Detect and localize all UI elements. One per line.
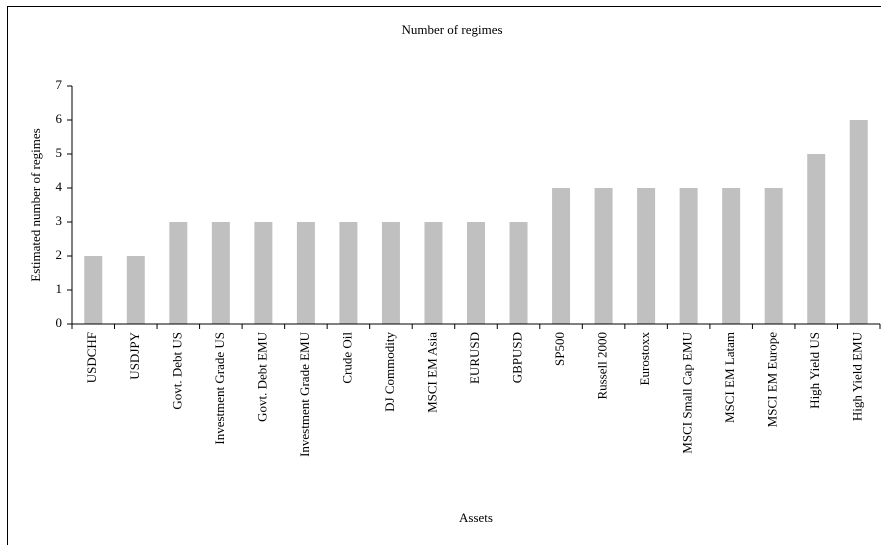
bar: [84, 256, 103, 324]
bar: [296, 222, 315, 324]
y-tick-label: 5: [56, 145, 63, 160]
x-tick-label: Crude Oil: [339, 332, 354, 384]
chart-frame: [7, 6, 881, 545]
bar: [211, 222, 230, 324]
y-tick-label: 0: [56, 315, 63, 330]
x-tick-label: SP500: [552, 332, 567, 366]
y-tick-label: 1: [56, 281, 63, 296]
x-tick-label: Russell 2000: [595, 332, 610, 400]
bar: [169, 222, 188, 324]
bar: [807, 154, 826, 324]
x-tick-label: DJ Commodity: [382, 332, 397, 412]
x-tick-label: USDJPY: [127, 331, 142, 379]
x-tick-label: Eurostoxx: [637, 332, 652, 386]
x-tick-label: MSCI EM Europe: [765, 332, 780, 428]
x-tick-label: MSCI EM Asia: [424, 332, 439, 413]
bar: [637, 188, 656, 324]
y-tick-label: 4: [56, 179, 63, 194]
x-tick-label: High Yield EMU: [850, 331, 865, 421]
bar: [424, 222, 443, 324]
bar: [509, 222, 528, 324]
chart-title: Number of regimes: [401, 22, 502, 37]
x-tick-label: Investment Grade EMU: [297, 331, 312, 457]
x-tick-label: EURUSD: [467, 332, 482, 384]
y-axis-label: Estimated number of regimes: [28, 128, 43, 281]
bar: [467, 222, 485, 324]
bar: [552, 188, 571, 324]
bar: [254, 222, 273, 324]
x-tick-label: High Yield US: [807, 332, 822, 409]
x-tick-label: Govt. Debt US: [169, 332, 184, 410]
x-tick-label: Investment Grade US: [212, 332, 227, 445]
x-tick-label: MSCI Small Cap EMU: [680, 331, 695, 453]
x-tick-label: MSCI EM Latam: [722, 332, 737, 423]
x-tick-label: USDCHF: [84, 332, 99, 383]
bar: [849, 120, 868, 324]
x-tick-label: Govt. Debt EMU: [254, 331, 269, 422]
bar: [339, 222, 358, 324]
x-tick-label: GBPUSD: [510, 332, 525, 383]
x-axis-label: Assets: [459, 510, 493, 525]
bar: [679, 188, 698, 324]
y-tick-label: 7: [56, 77, 63, 92]
y-tick-label: 6: [56, 111, 63, 126]
bar: [381, 222, 400, 324]
y-tick-label: 3: [56, 213, 63, 228]
bar: [764, 188, 783, 324]
y-tick-label: 2: [56, 247, 63, 262]
bar: [594, 188, 613, 324]
bar: [126, 256, 145, 324]
bar: [722, 188, 741, 324]
